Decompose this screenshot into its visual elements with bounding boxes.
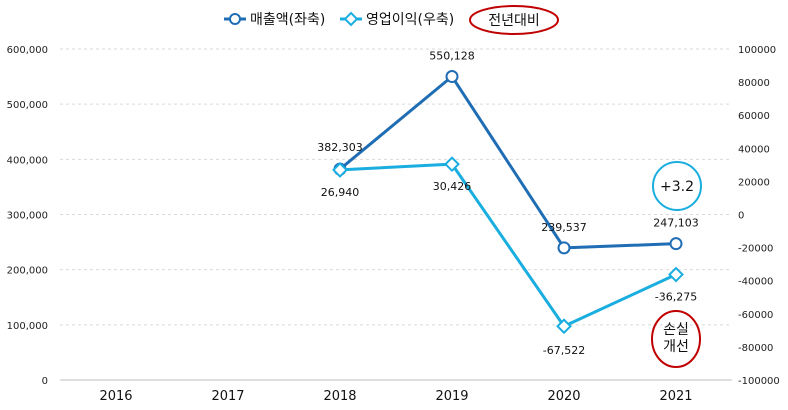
right-tick-label: 80000 <box>738 78 770 89</box>
left-tick-label: 0 <box>42 376 48 387</box>
profit-point <box>556 318 572 335</box>
annotations: +3.2 손실 개선 <box>651 161 702 368</box>
series-line-1 <box>339 162 677 328</box>
right-tick-label: 0 <box>738 211 744 222</box>
data-label: -36,275 <box>655 291 697 304</box>
right-tick-label: -60000 <box>738 310 773 321</box>
yoy-oval <box>469 5 559 35</box>
x-tick-label: 2021 <box>659 389 692 404</box>
data-label: 239,537 <box>541 221 587 234</box>
right-tick-label: 60000 <box>738 111 770 122</box>
profit-change-circle <box>652 161 702 211</box>
left-tick-label: 200,000 <box>7 266 48 277</box>
right-tick-label: -80000 <box>738 343 773 354</box>
left-tick-label: 100,000 <box>7 321 48 332</box>
left-y-axis: 0 100,000 200,000 300,000 400,000 500,000 600,… <box>7 45 48 387</box>
data-label: 550,128 <box>429 50 475 63</box>
right-tick-label: -100000 <box>738 376 780 387</box>
legend-label-revenue: 매출액(좌축) <box>250 12 325 28</box>
revenue-point <box>557 241 571 255</box>
right-tick-label: -20000 <box>738 244 773 255</box>
revenue-point <box>445 70 459 84</box>
data-label: 30,426 <box>433 180 472 193</box>
profit-change-label: +3.2 <box>660 179 694 195</box>
loss-improved-oval <box>651 310 701 368</box>
profit-point <box>668 266 684 283</box>
data-label: 26,940 <box>321 186 360 199</box>
x-tick-label: 2020 <box>547 389 580 404</box>
series-layer: 382,303 550,128 239,537 247,103 26,940 30,426… <box>317 50 699 358</box>
loss-improved-label: 손실 개선 <box>663 322 689 355</box>
gridlines <box>60 48 732 381</box>
left-tick-label: 300,000 <box>7 211 48 222</box>
profit-point <box>332 162 348 178</box>
x-tick-label: 2019 <box>435 389 468 404</box>
legend-marker-revenue <box>229 13 241 25</box>
right-tick-label: 100000 <box>738 45 776 56</box>
revenue-point <box>669 237 683 251</box>
data-label: 382,303 <box>317 141 363 154</box>
left-tick-label: 600,000 <box>7 45 48 56</box>
right-y-axis: -100000 -80000 -60000 -40000 -20000 0 20000 400… <box>738 45 780 387</box>
x-tick-label: 2016 <box>99 389 132 404</box>
legend: 매출액(좌축) 영업이익(우축) 전년대비 <box>224 5 559 35</box>
data-label: 247,103 <box>653 217 699 230</box>
legend-label-profit: 영업이익(우축) <box>366 12 454 28</box>
right-tick-label: 20000 <box>738 177 770 188</box>
left-tick-label: 400,000 <box>7 155 48 166</box>
x-tick-label: 2018 <box>323 389 356 404</box>
right-tick-label: -40000 <box>738 277 773 288</box>
yoy-label: 전년대비 <box>488 13 540 29</box>
left-tick-label: 500,000 <box>7 100 48 111</box>
legend-marker-profit <box>343 11 359 27</box>
x-tick-label: 2017 <box>211 389 244 404</box>
right-tick-label: 40000 <box>738 144 770 155</box>
data-label: -67,522 <box>543 344 585 357</box>
profit-point <box>444 156 460 173</box>
series-line-0 <box>339 75 677 250</box>
x-axis: 2016 2017 2018 2019 2020 2021 <box>99 389 692 404</box>
